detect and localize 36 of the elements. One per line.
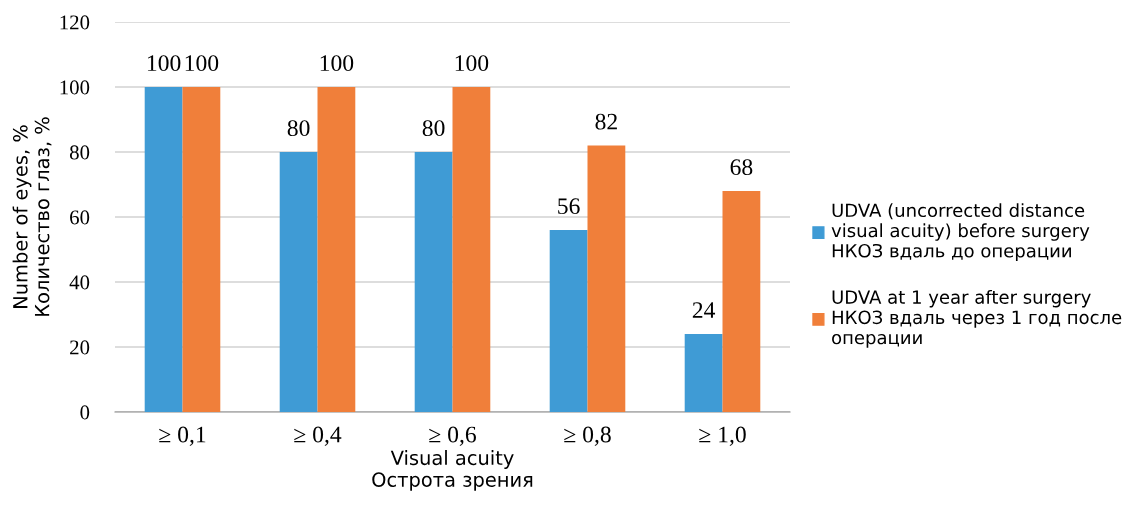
- bar: [587, 145, 626, 412]
- x-tick-label: ≥ 0,6: [429, 426, 476, 446]
- data-label: 80: [422, 120, 445, 137]
- y-axis-title: Number of eyes, % Количество глаз, %: [12, 117, 52, 316]
- y-tick-label: 120: [60, 15, 90, 30]
- data-label: 100: [455, 55, 489, 72]
- y-tick-label: 60: [70, 210, 90, 225]
- bar: [684, 334, 723, 412]
- data-label: 100: [147, 55, 181, 72]
- bar: [722, 191, 761, 412]
- y-tick-label: 0: [80, 405, 90, 420]
- bar: [144, 87, 183, 412]
- y-tick-label: 100: [60, 80, 90, 95]
- x-axis-title: Visual acuity Острота зрения: [372, 450, 533, 491]
- data-label: 82: [595, 113, 617, 130]
- bar: [182, 87, 221, 412]
- data-label: 68: [730, 159, 753, 176]
- data-label: 80: [287, 120, 310, 137]
- bar: [317, 87, 356, 412]
- bar: [414, 152, 453, 412]
- x-tick-label: ≥ 0,8: [564, 426, 611, 446]
- legend-label: UDVA (uncorrected distance visual acuity) before surgery НКОЗ вдаль до операции: [831, 203, 1090, 262]
- data-label: 100: [320, 55, 354, 72]
- data-label: 56: [558, 198, 580, 215]
- x-tick-label: ≥ 0,4: [294, 426, 342, 446]
- y-tick-label: 20: [70, 340, 90, 355]
- bar: [279, 152, 318, 412]
- bar: [452, 87, 491, 412]
- y-tick-label: 40: [69, 275, 90, 290]
- legend-label: UDVA at 1 year after surgery НКОЗ вдаль через 1 год после операции: [832, 289, 1122, 348]
- y-tick-label: 80: [69, 145, 90, 160]
- data-label: 100: [185, 55, 219, 72]
- bar: [549, 230, 588, 412]
- data-label: 24: [692, 302, 716, 318]
- x-tick-label: ≥ 0,1: [159, 426, 206, 446]
- x-tick-label: ≥ 1,0: [699, 426, 746, 446]
